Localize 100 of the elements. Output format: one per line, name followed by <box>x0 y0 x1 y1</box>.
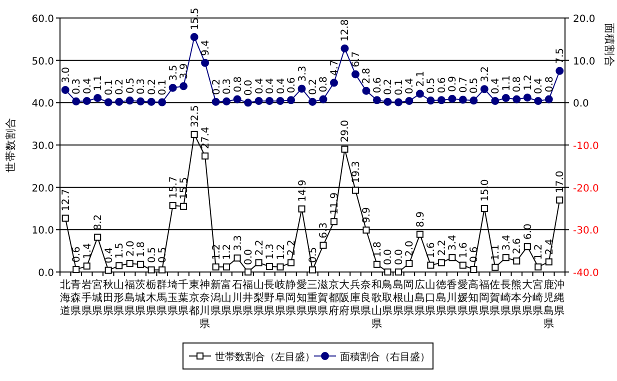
point <box>470 266 478 273</box>
data-label: 2.1 <box>415 70 426 87</box>
x-tick-label: 福井県 <box>242 278 254 317</box>
x-tick-label: 香川県 <box>446 278 458 317</box>
point <box>116 262 123 270</box>
data-label: 0.5 <box>146 246 158 263</box>
data-label: 3.0 <box>60 67 72 83</box>
data-label: 0.8 <box>544 76 556 92</box>
data-label: 0.4 <box>265 78 276 94</box>
point <box>502 254 510 262</box>
data-label: 4.7 <box>329 60 340 76</box>
point <box>148 266 155 274</box>
y2-tick-label: 0.0 <box>573 98 589 110</box>
data-label: 3.9 <box>179 63 190 80</box>
data-label: 15.5 <box>179 177 190 200</box>
y2-tick-label: -20.0 <box>573 183 599 194</box>
data-label: 0.4 <box>104 247 115 264</box>
data-label: 0.4 <box>82 78 94 94</box>
point <box>448 94 456 103</box>
point <box>372 96 381 104</box>
y2-tick-label: -10.0 <box>573 141 599 152</box>
y2-tick-label: 10.0 <box>573 56 596 68</box>
point <box>276 96 284 105</box>
data-label: 0.5 <box>469 78 480 94</box>
x-tick-label: 佐賀県 <box>490 279 501 317</box>
data-label: 0.0 <box>394 249 405 265</box>
point <box>341 146 348 153</box>
point <box>104 98 112 106</box>
data-label: 17.0 <box>555 170 566 194</box>
point <box>438 259 445 266</box>
point <box>406 260 413 268</box>
data-label: 2.8 <box>362 68 373 84</box>
data-label: 8.9 <box>415 211 426 228</box>
x-tick-label: 山梨県 <box>253 278 264 317</box>
x-tick-label: 滋賀県 <box>318 279 329 317</box>
data-label: 1.8 <box>136 241 148 258</box>
data-label: 1.1 <box>501 75 512 92</box>
point <box>72 97 80 106</box>
point <box>169 202 176 210</box>
x-tick-label: 千葉県 <box>178 278 190 317</box>
point <box>544 95 553 104</box>
x-tick-label: 群馬県 <box>156 279 168 317</box>
point <box>362 86 370 95</box>
point <box>384 268 392 276</box>
data-label: 0.1 <box>394 79 405 96</box>
point <box>416 230 424 238</box>
point <box>244 268 252 276</box>
data-label: 9.4 <box>200 40 212 56</box>
point <box>190 33 198 42</box>
x-tick-label: 兵庫県 <box>350 278 361 317</box>
point <box>234 254 241 262</box>
data-label: 0.2 <box>114 78 126 95</box>
data-label: 1.3 <box>265 244 276 260</box>
point <box>276 263 284 270</box>
point <box>308 98 316 106</box>
data-label: 3.5 <box>168 64 180 81</box>
data-label: 32.5 <box>190 105 201 128</box>
point <box>437 96 446 104</box>
point <box>94 94 102 102</box>
x-tick-label: 愛知県 <box>296 278 308 317</box>
x-tick-label: 東京都 <box>188 278 200 317</box>
x-tick-label: 新潟県 <box>210 278 222 317</box>
data-label: 1.2 <box>211 244 222 260</box>
point <box>330 78 338 87</box>
point <box>104 266 112 274</box>
point <box>448 254 456 262</box>
x-tick-label: 埼玉県 <box>166 279 178 317</box>
data-label: 1.1 <box>93 75 104 92</box>
x-tick-label: 宮崎県 <box>532 278 544 317</box>
data-label: 0.0 <box>244 249 255 265</box>
x-tick-label: 高知県 <box>468 278 480 317</box>
x-tick-label: 愛媛県 <box>457 278 468 317</box>
data-label: 0.0 <box>383 249 394 265</box>
x-tick-label: 熊本県 <box>511 278 522 317</box>
point <box>492 264 499 271</box>
data-label: 3.3 <box>232 235 244 252</box>
legend-label: 世帯数割合（左目盛） <box>215 351 315 363</box>
data-label: 0.2 <box>308 78 319 95</box>
data-label: 0.4 <box>534 78 545 94</box>
point <box>459 262 466 269</box>
x-tick-label: 長野県 <box>264 279 276 317</box>
data-label: 0.6 <box>286 77 298 94</box>
point <box>244 98 252 107</box>
data-label: 0.6 <box>372 77 384 94</box>
point <box>180 202 188 210</box>
data-label: 0.8 <box>512 76 524 92</box>
point <box>72 266 80 273</box>
point <box>534 96 542 105</box>
point <box>136 97 145 106</box>
data-label: 6.0 <box>522 224 534 240</box>
x-tick-label: 福島県 <box>124 278 136 317</box>
data-label: 1.2 <box>522 74 534 91</box>
y-axis-title: 世帯数割合 <box>4 118 17 172</box>
data-label: 0.4 <box>276 78 287 94</box>
data-label: 0.5 <box>426 78 438 94</box>
point <box>83 262 90 270</box>
data-label: 0.4 <box>404 78 416 94</box>
point <box>405 96 414 105</box>
x-tick-label: 富山県 <box>221 278 232 317</box>
point <box>362 226 370 234</box>
